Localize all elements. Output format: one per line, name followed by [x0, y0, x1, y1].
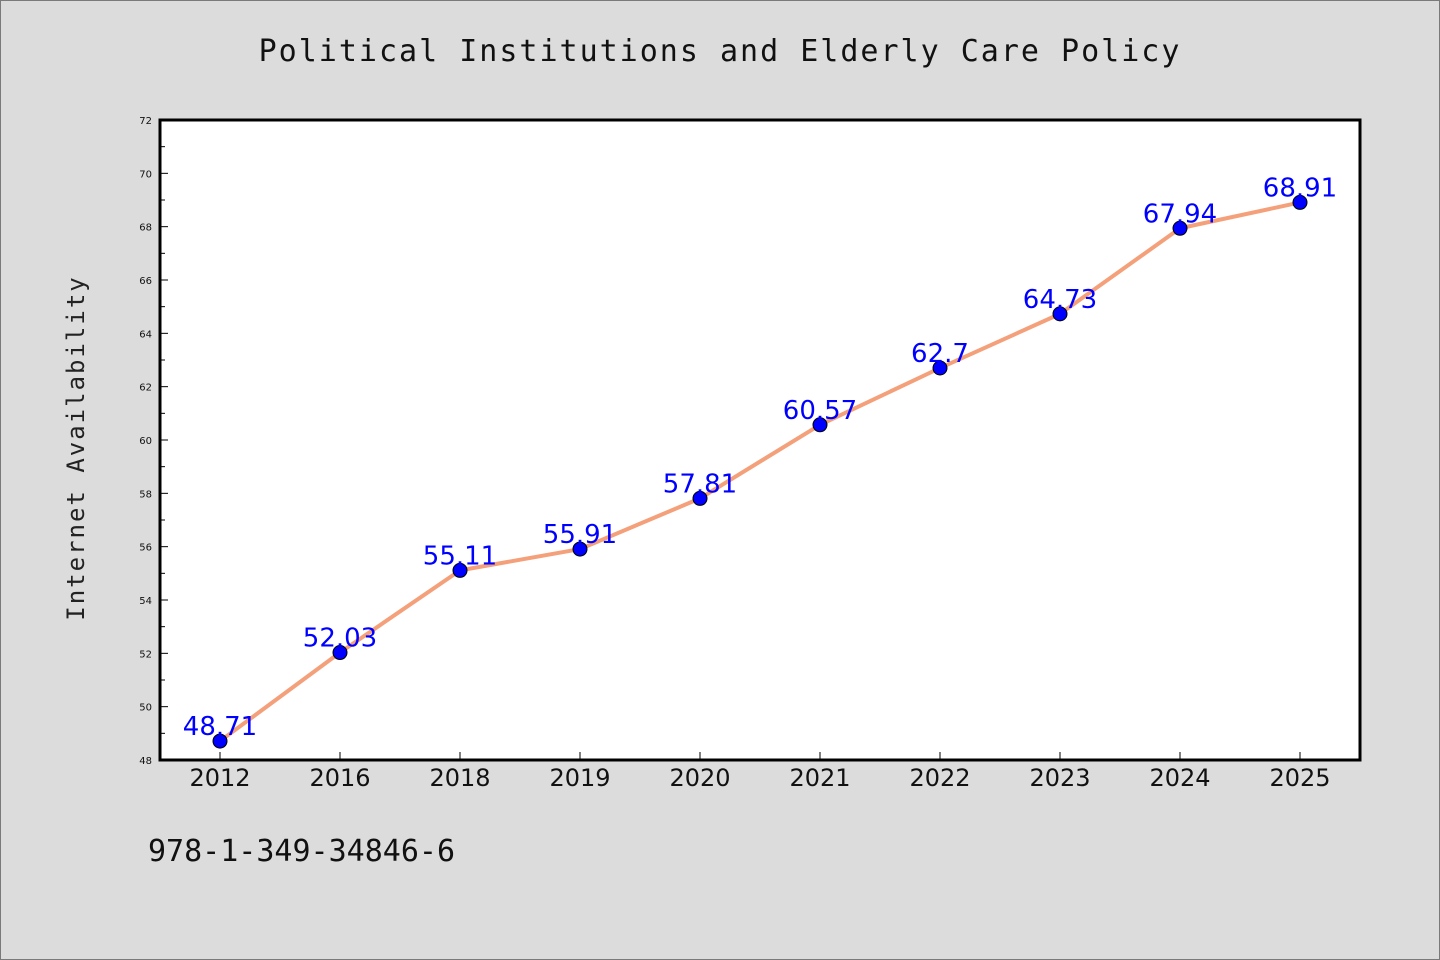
data-label: 52.03 — [303, 624, 377, 654]
data-point — [572, 541, 588, 557]
data-point — [452, 562, 468, 578]
data-point — [212, 733, 228, 749]
x-tick-label: 2025 — [1269, 764, 1330, 792]
x-tick-label: 2019 — [549, 764, 610, 792]
y-tick-label: 72 — [139, 116, 152, 127]
data-label: 68.91 — [1263, 173, 1337, 203]
x-tick-label: 2023 — [1029, 764, 1090, 792]
data-point — [1052, 306, 1068, 322]
x-tick-label: 2016 — [309, 764, 370, 792]
y-tick-label: 48 — [139, 756, 152, 767]
y-tick-label: 66 — [139, 276, 152, 287]
data-point — [1172, 220, 1188, 236]
isbn-text: 978-1-349-34846-6 — [148, 834, 456, 869]
data-label: 62.7 — [911, 339, 969, 369]
y-tick-label: 50 — [139, 703, 152, 714]
data-label: 48.71 — [183, 712, 257, 742]
y-tick-label: 62 — [139, 383, 152, 394]
x-tick-label: 2021 — [789, 764, 850, 792]
x-tick-label: 2012 — [189, 764, 250, 792]
x-tick-label: 2018 — [429, 764, 490, 792]
y-tick-label: 68 — [139, 223, 152, 234]
data-label: 60.57 — [783, 396, 857, 426]
x-tick-label: 2024 — [1149, 764, 1210, 792]
data-label: 64.73 — [1023, 285, 1097, 315]
chart-title: Political Institutions and Elderly Care … — [258, 34, 1182, 69]
data-point — [692, 490, 708, 506]
series-line — [218, 200, 1302, 744]
data-point — [932, 360, 948, 376]
y-tick-label: 56 — [139, 543, 152, 554]
data-label: 55.91 — [543, 520, 617, 550]
data-label: 57.81 — [663, 469, 737, 499]
x-tick-label: 2022 — [909, 764, 970, 792]
data-point — [1292, 194, 1308, 210]
y-tick-label: 58 — [139, 489, 152, 500]
x-tick-label: 2020 — [669, 764, 730, 792]
data-label: 55.11 — [423, 541, 497, 571]
data-point — [332, 645, 348, 661]
plot-area — [160, 120, 1360, 760]
y-tick-label: 54 — [139, 596, 152, 607]
y-tick-label: 52 — [139, 649, 152, 660]
data-point — [812, 417, 828, 433]
data-label: 67.94 — [1143, 199, 1217, 229]
y-tick-label: 70 — [139, 169, 152, 180]
y-tick-label: 60 — [139, 436, 152, 447]
plot-frame — [158, 118, 1362, 762]
y-tick-label: 64 — [139, 329, 152, 340]
